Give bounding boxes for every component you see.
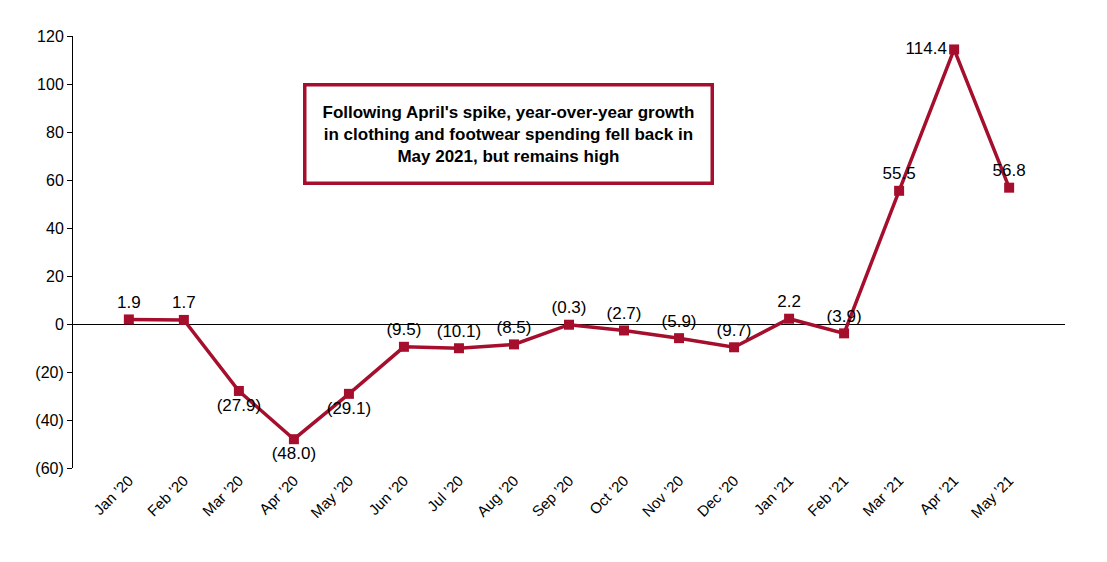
svg-text:Jan ’21: Jan ’21 [750,472,796,518]
svg-text:(5.9): (5.9) [662,312,697,331]
svg-text:120: 120 [37,28,64,45]
svg-text:Sep ’20: Sep ’20 [528,472,576,520]
svg-text:0: 0 [55,316,64,333]
svg-text:(0.3): (0.3) [552,298,587,317]
svg-text:May ’21: May ’21 [967,472,1016,521]
svg-text:May ’20: May ’20 [307,472,356,521]
svg-text:(3.9): (3.9) [827,307,862,326]
svg-text:Feb ’21: Feb ’21 [804,472,851,519]
svg-text:56.8: 56.8 [993,161,1026,180]
svg-text:Following April's spike, year-: Following April's spike, year-over-year … [323,103,695,166]
svg-text:Apr ’21: Apr ’21 [916,472,962,518]
svg-text:1.9: 1.9 [117,293,141,312]
svg-text:(48.0): (48.0) [272,444,316,463]
svg-text:60: 60 [46,172,64,189]
svg-text:(8.5): (8.5) [496,318,531,337]
svg-text:Jul ’20: Jul ’20 [424,472,467,515]
svg-text:(40): (40) [35,412,63,429]
svg-text:(10.1): (10.1) [437,322,481,341]
svg-text:20: 20 [46,268,64,285]
svg-text:Feb ’20: Feb ’20 [144,472,191,519]
svg-text:Aug ’20: Aug ’20 [473,472,521,520]
svg-text:Apr ’20: Apr ’20 [256,472,302,518]
svg-text:(29.1): (29.1) [327,399,371,418]
svg-text:2.2: 2.2 [777,292,801,311]
svg-text:Mar ’20: Mar ’20 [199,472,246,519]
svg-text:40: 40 [46,220,64,237]
svg-text:80: 80 [46,124,64,141]
svg-text:114.4: 114.4 [906,39,947,58]
svg-text:Jun ’20: Jun ’20 [365,472,411,518]
svg-text:Nov ’20: Nov ’20 [638,472,686,520]
svg-text:(2.7): (2.7) [607,304,642,323]
svg-text:(9.5): (9.5) [386,320,421,339]
svg-text:Mar ’21: Mar ’21 [859,472,906,519]
svg-text:Jan ’20: Jan ’20 [90,472,136,518]
svg-text:Dec ’20: Dec ’20 [694,472,742,520]
svg-text:1.7: 1.7 [172,293,196,312]
svg-text:55.5: 55.5 [883,164,916,183]
svg-text:Oct ’20: Oct ’20 [586,472,632,518]
svg-text:(20): (20) [35,364,63,381]
svg-text:(9.7): (9.7) [717,321,752,340]
svg-text:(60): (60) [35,460,63,477]
svg-text:100: 100 [37,76,64,93]
svg-text:(27.9): (27.9) [217,396,261,415]
